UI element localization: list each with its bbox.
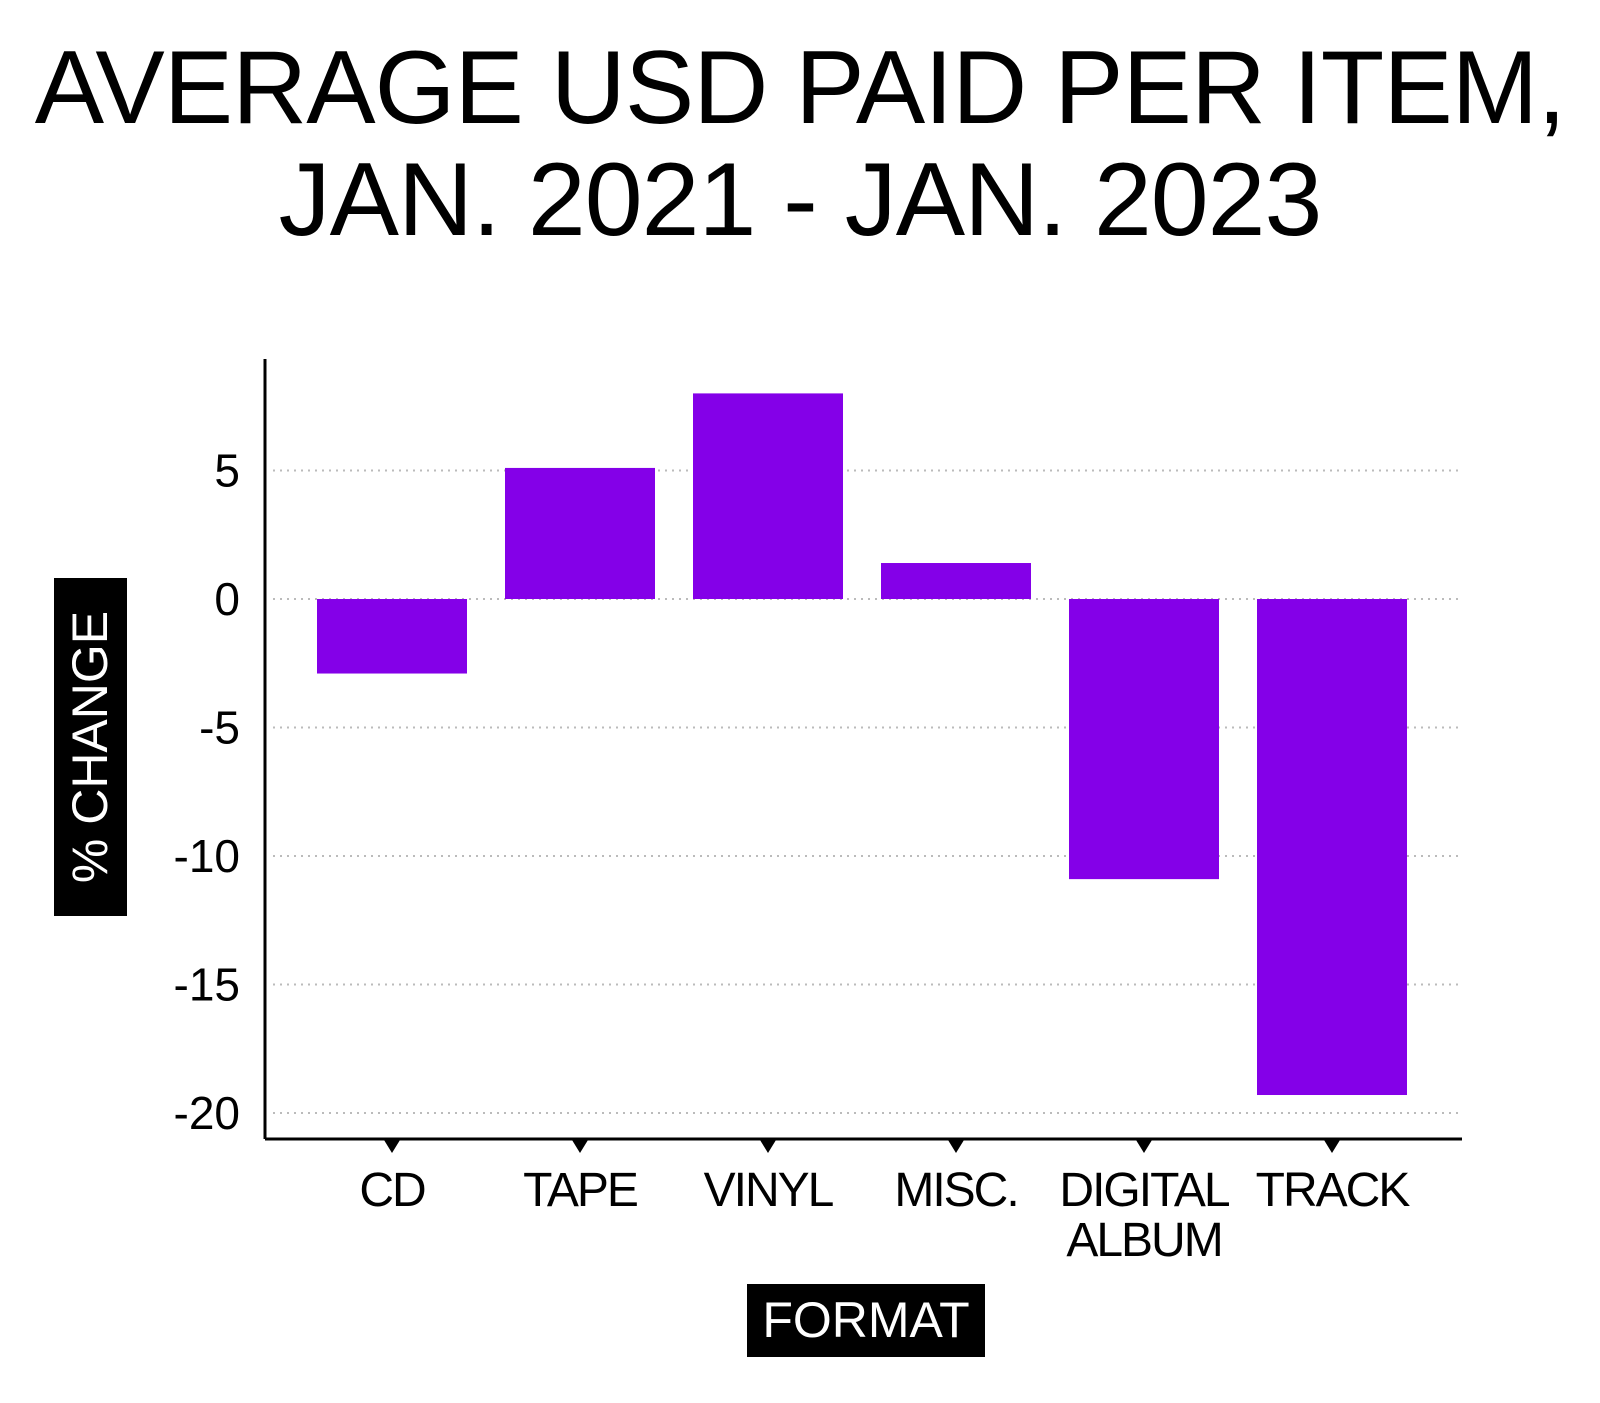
- x-tick-mark: [384, 1140, 400, 1153]
- x-tick-label: CD: [359, 1164, 425, 1217]
- y-tick-label: -15: [174, 959, 240, 1011]
- x-tick-label: TAPE: [523, 1164, 637, 1217]
- x-tick-mark: [1324, 1140, 1340, 1153]
- y-tick-label: -20: [174, 1087, 240, 1139]
- bar-digital-album: [1069, 599, 1219, 880]
- y-tick-label: 0: [214, 573, 240, 625]
- chart-title-line-2: JAN. 2021 - JAN. 2023: [278, 142, 1323, 258]
- bar-misc: [881, 563, 1031, 599]
- x-tick-mark: [948, 1140, 964, 1153]
- x-tick-mark: [572, 1140, 588, 1153]
- x-tick-label: VINYL: [704, 1164, 834, 1217]
- x-tick-label: MISC.: [894, 1164, 1017, 1217]
- bar-vinyl: [693, 393, 843, 599]
- y-tick-label: -5: [199, 702, 240, 754]
- bar-track: [1257, 599, 1407, 1096]
- y-tick-label: -10: [174, 830, 240, 882]
- bar-tape: [505, 467, 655, 599]
- x-tick-label: DIGITAL: [1059, 1164, 1229, 1217]
- x-tick-mark: [760, 1140, 776, 1153]
- y-axis-label-box: [54, 578, 127, 916]
- y-axis-label: % CHANGE: [62, 610, 118, 884]
- x-tick-mark: [1136, 1140, 1152, 1153]
- x-axis-label: FORMAT: [747, 1284, 985, 1357]
- chart-title-line-1: AVERAGE USD PAID PER ITEM,: [34, 30, 1566, 146]
- x-tick-label: TRACK: [1256, 1164, 1411, 1217]
- y-tick-label: 5: [214, 445, 240, 497]
- x-tick-label: ALBUM: [1066, 1214, 1221, 1267]
- bar-cd: [317, 599, 467, 674]
